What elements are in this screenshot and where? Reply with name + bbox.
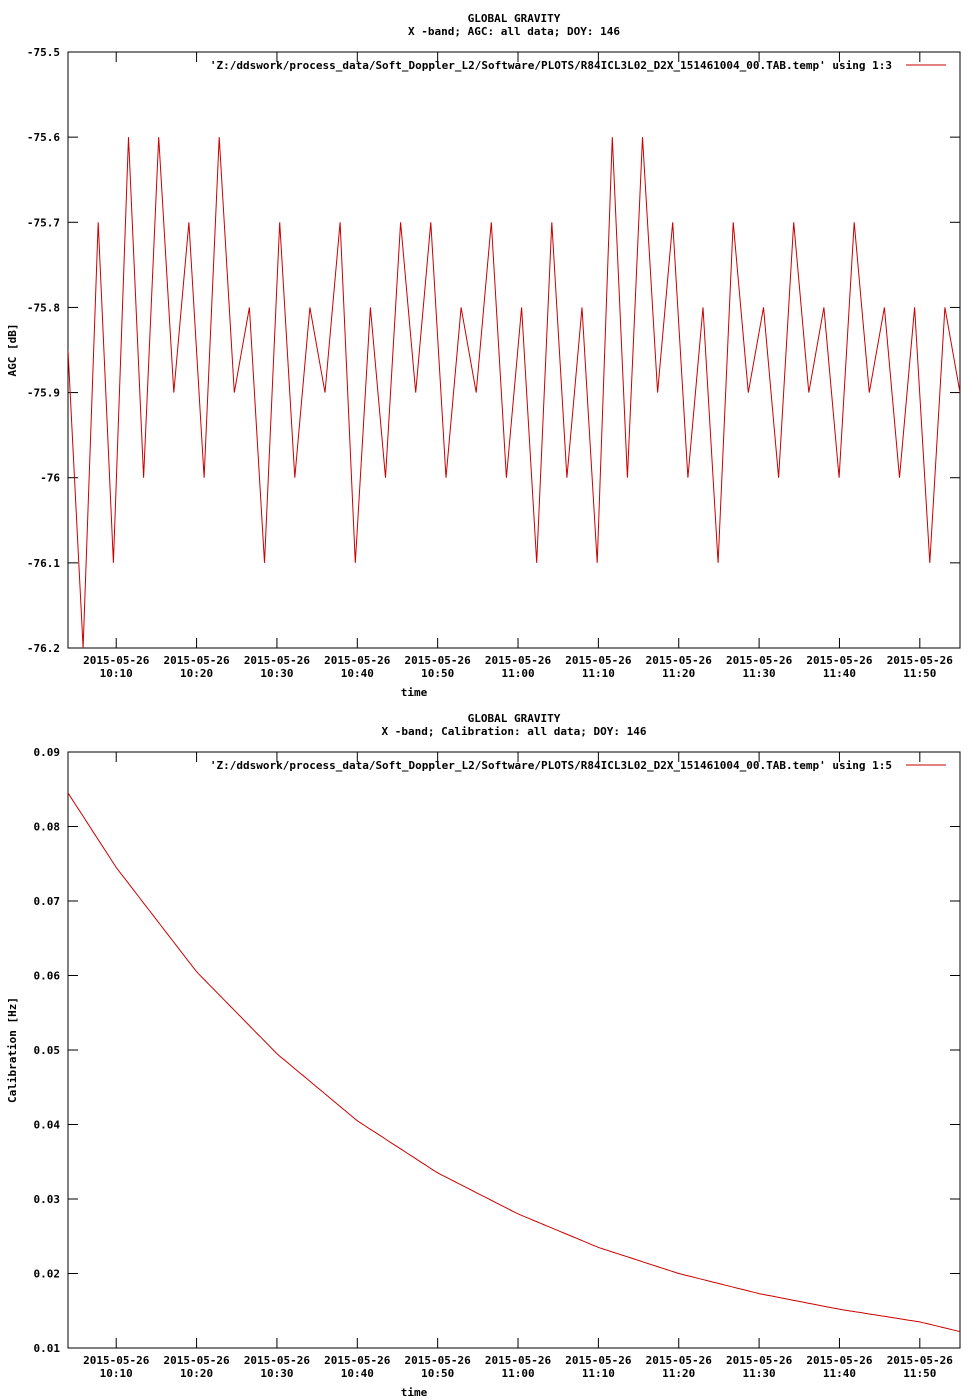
calibration-x-tick-date: 2015-05-26 [887,1354,954,1367]
agc-y-tick-label: -75.5 [27,46,60,59]
calibration-x-tick-date: 2015-05-26 [324,1354,391,1367]
agc-y-tick-label: -75.9 [27,387,60,400]
calibration-x-tick-time: 11:30 [743,1367,776,1380]
calibration-x-tick-time: 10:10 [100,1367,133,1380]
calibration-plot-frame [67,751,961,1349]
agc-x-tick-time: 11:20 [662,667,695,680]
calibration-y-tick-label: 0.01 [34,1342,61,1355]
agc-x-tick-time: 11:30 [743,667,776,680]
agc-x-tick-time: 10:40 [341,667,374,680]
calibration-y-tick-label: 0.04 [34,1119,61,1132]
agc-y-tick-label: -75.8 [27,301,60,314]
agc-legend-label: 'Z:/ddswork/process_data/Soft_Doppler_L2… [210,59,892,72]
calibration-x-tick-time: 10:50 [421,1367,454,1380]
calibration-y-tick-label: 0.08 [34,821,61,834]
calibration-y-tick-label: 0.02 [34,1268,61,1281]
agc-x-tick-date: 2015-05-26 [485,654,552,667]
calibration-x-tick-time: 11:40 [823,1367,856,1380]
agc-x-tick-time: 11:10 [582,667,615,680]
calibration-x-tick-date: 2015-05-26 [485,1354,552,1367]
calibration-x-tick-date: 2015-05-26 [806,1354,873,1367]
agc-x-tick-date: 2015-05-26 [806,654,873,667]
agc-x-tick-time: 10:20 [180,667,213,680]
calibration-x-tick-date: 2015-05-26 [565,1354,632,1367]
calibration-x-tick-date: 2015-05-26 [83,1354,150,1367]
calibration-x-tick-time: 10:30 [260,1367,293,1380]
agc-x-tick-time: 10:10 [100,667,133,680]
agc-chart-title: GLOBAL GRAVITY [468,12,561,25]
agc-x-tick-date: 2015-05-26 [646,654,713,667]
calibration-x-axis-label: time [401,1386,428,1399]
agc-x-tick-time: 11:40 [823,667,856,680]
calibration-x-tick-time: 10:20 [180,1367,213,1380]
agc-x-tick-date: 2015-05-26 [324,654,391,667]
calibration-y-tick-label: 0.09 [34,746,61,759]
agc-x-tick-date: 2015-05-26 [244,654,311,667]
calibration-x-tick-date: 2015-05-26 [726,1354,793,1367]
agc-x-tick-time: 11:50 [903,667,936,680]
agc-y-tick-label: -76.2 [27,642,60,655]
calibration-x-tick-time: 11:20 [662,1367,695,1380]
calibration-y-tick-label: 0.05 [34,1044,61,1057]
calibration-legend-label: 'Z:/ddswork/process_data/Soft_Doppler_L2… [210,759,892,772]
calibration-x-tick-time: 11:50 [903,1367,936,1380]
calibration-y-tick-label: 0.07 [34,895,61,908]
calibration-series-line [68,792,960,1333]
calibration-x-tick-date: 2015-05-26 [646,1354,713,1367]
calibration-chart-title: GLOBAL GRAVITY [468,712,561,725]
calibration-x-tick-date: 2015-05-26 [244,1354,311,1367]
agc-x-axis-label: time [401,686,428,699]
agc-x-tick-date: 2015-05-26 [887,654,954,667]
agc-y-tick-label: -75.7 [27,216,60,229]
calibration-x-tick-time: 11:00 [501,1367,534,1380]
agc-x-tick-time: 11:00 [501,667,534,680]
agc-x-tick-date: 2015-05-26 [83,654,150,667]
agc-y-tick-label: -76.1 [27,557,60,570]
calibration-x-tick-date: 2015-05-26 [405,1354,472,1367]
agc-x-tick-time: 10:50 [421,667,454,680]
agc-y-tick-label: -75.6 [27,131,60,144]
calibration-y-tick-label: 0.03 [34,1193,61,1206]
calibration-y-tick-label: 0.06 [34,970,61,983]
calibration-x-tick-time: 10:40 [341,1367,374,1380]
agc-y-axis-label: AGC [dB] [6,324,19,377]
agc-series-line [68,137,960,648]
agc-chart-subtitle: X -band; AGC: all data; DOY: 146 [408,25,620,38]
calibration-chart-subtitle: X -band; Calibration: all data; DOY: 146 [382,725,647,738]
agc-x-tick-date: 2015-05-26 [565,654,632,667]
agc-y-tick-label: -76 [40,472,60,485]
agc-x-tick-time: 10:30 [260,667,293,680]
calibration-y-axis-label: Calibration [Hz] [6,997,19,1103]
calibration-x-tick-date: 2015-05-26 [163,1354,230,1367]
agc-x-tick-date: 2015-05-26 [405,654,472,667]
agc-x-tick-date: 2015-05-26 [726,654,793,667]
agc-plot-frame [67,51,961,649]
calibration-x-tick-time: 11:10 [582,1367,615,1380]
agc-x-tick-date: 2015-05-26 [163,654,230,667]
